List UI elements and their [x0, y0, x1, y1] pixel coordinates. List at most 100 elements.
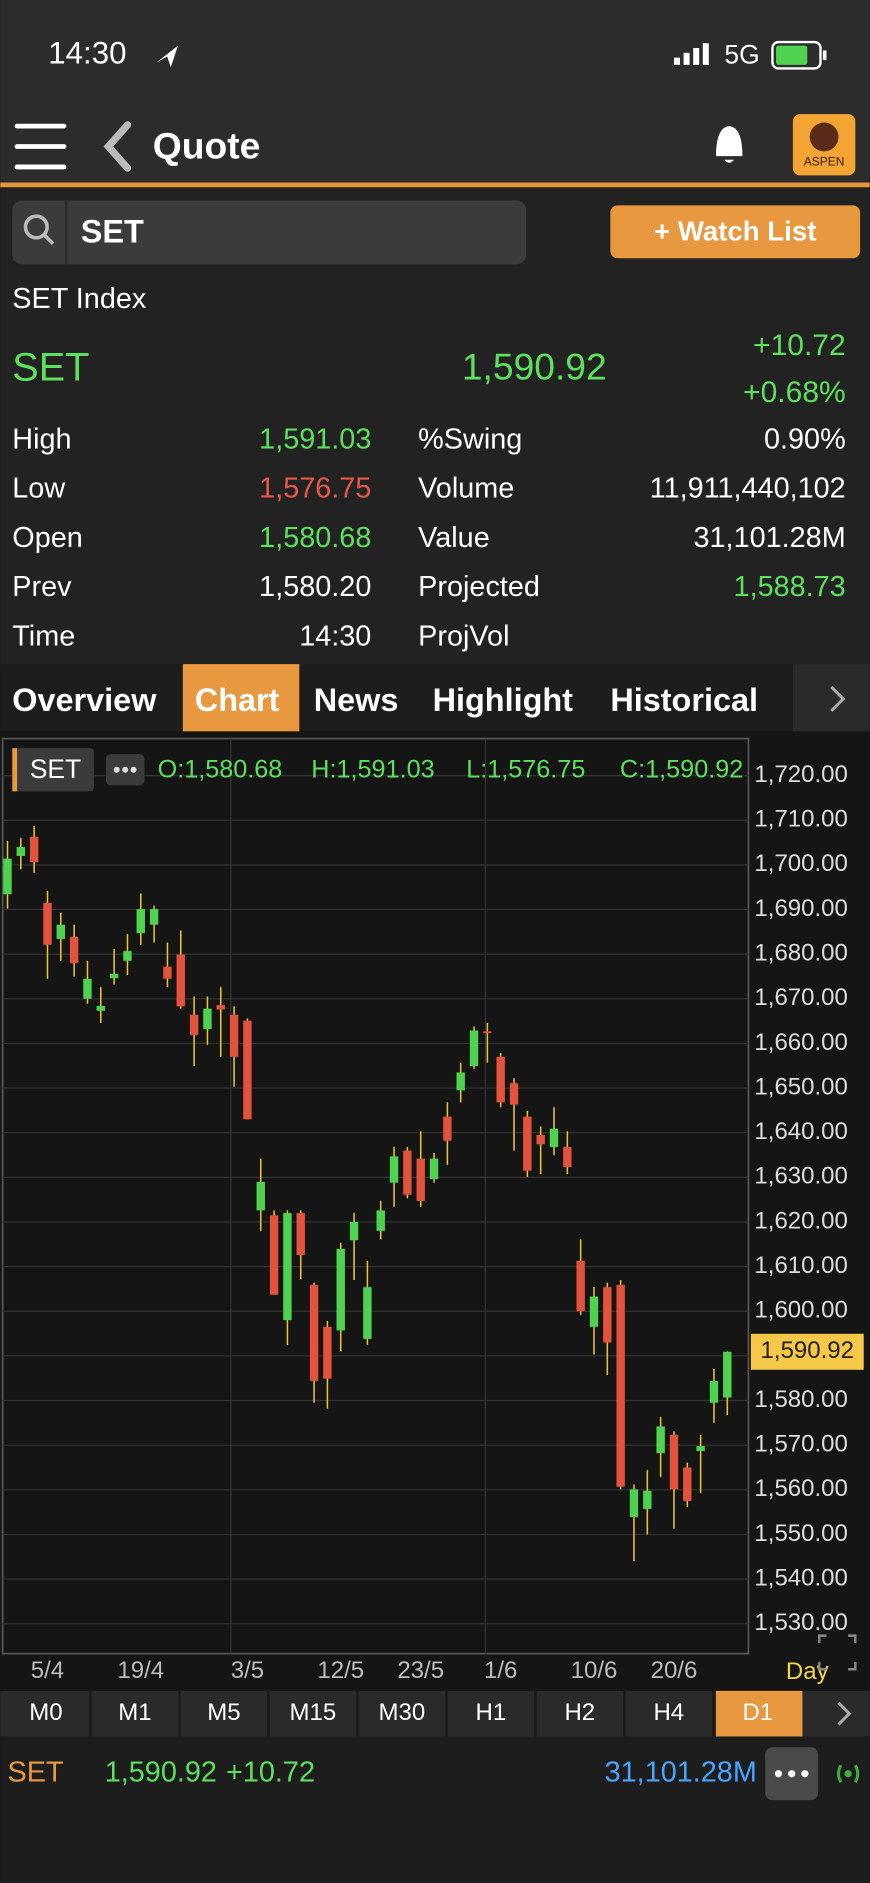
timeframe[interactable]: M5 — [207, 1699, 240, 1726]
stat-label: Prev — [12, 571, 72, 603]
y-tick-label: 1,690.00 — [754, 895, 847, 922]
y-tick-label: 1,630.00 — [754, 1163, 847, 1190]
candle-body — [96, 1005, 105, 1011]
logo-text: ASPEN — [804, 154, 845, 168]
candle-body — [283, 1213, 292, 1321]
stat-value: 1,580.68 — [259, 522, 371, 554]
change-percent: +0.68% — [743, 376, 846, 409]
y-tick-label: 1,650.00 — [754, 1073, 847, 1100]
candle-body — [523, 1116, 532, 1171]
candle-body — [456, 1072, 465, 1091]
timeframe[interactable]: M15 — [290, 1699, 337, 1726]
tab-scroll-arrow — [830, 685, 846, 712]
bell-button[interactable] — [716, 126, 743, 163]
candle-body — [309, 1284, 319, 1381]
footer-symbol: SET — [7, 1756, 63, 1788]
tab[interactable]: Overview — [12, 682, 157, 718]
chart-menu-dots — [113, 766, 137, 773]
timeframe[interactable]: M30 — [379, 1699, 426, 1726]
last-price-label: 1,590.92 — [761, 1337, 854, 1364]
page-title: Quote — [153, 125, 261, 167]
candle-body — [109, 973, 119, 979]
timeframe[interactable]: H1 — [475, 1699, 506, 1726]
candle-body — [563, 1146, 572, 1168]
stat-label: Time — [12, 620, 75, 652]
timeframe[interactable]: H2 — [564, 1699, 595, 1726]
stat-value: 1,576.75 — [259, 473, 371, 505]
timeframe[interactable]: D1 — [742, 1699, 773, 1726]
connection-dot — [844, 1770, 852, 1778]
stat-value: 1,588.73 — [734, 571, 846, 603]
candle-body — [136, 909, 145, 934]
candle-body — [496, 1056, 505, 1103]
signal-icon — [673, 43, 709, 65]
tab[interactable]: Highlight — [433, 682, 574, 718]
x-tick-label: 1/6 — [484, 1657, 517, 1684]
x-tick-label: 20/6 — [651, 1657, 698, 1684]
y-tick-label: 1,720.00 — [754, 761, 847, 788]
ohlc-value: C:1,590.92 — [620, 756, 743, 784]
tab[interactable]: News — [314, 682, 399, 718]
stat-value: 11,911,440,102 — [650, 473, 846, 505]
footer-price: 1,590.92 — [105, 1756, 217, 1788]
candle-body — [69, 936, 79, 964]
back-button[interactable] — [103, 121, 132, 172]
timeframe[interactable]: M1 — [118, 1699, 151, 1726]
tab[interactable]: Chart — [195, 682, 280, 718]
timeframe-scroll[interactable] — [837, 1701, 852, 1726]
candle-body — [229, 1014, 239, 1057]
candle-body — [216, 1005, 225, 1010]
footer-change: +10.72 — [226, 1756, 315, 1788]
y-tick-label: 1,620.00 — [754, 1207, 847, 1234]
tab[interactable]: Historical — [610, 682, 758, 718]
candle-body — [83, 978, 92, 999]
timeframe[interactable]: H4 — [653, 1699, 684, 1726]
location-icon — [156, 45, 179, 68]
candle-body — [56, 924, 66, 939]
y-axis: 1,720.00 1,710.00 1,700.00 1,690.00 1,680.00… — [750, 761, 864, 1636]
timeframe[interactable]: M0 — [29, 1699, 62, 1726]
candle-body — [416, 1158, 425, 1201]
last-price: 1,590.92 — [462, 346, 607, 388]
footer-bg — [0, 1736, 870, 1883]
candle-body — [349, 1221, 359, 1241]
timeframes: M0 M1 M5 M15 M30 H1 H2 H4 D1 — [29, 1690, 773, 1737]
stat-label: Value — [418, 522, 490, 554]
y-tick-label: 1,640.00 — [754, 1118, 847, 1145]
candle-body — [683, 1467, 692, 1501]
chart-symbol-box[interactable] — [12, 748, 94, 792]
candle-body — [16, 847, 26, 856]
active-timeframe-bg — [716, 1690, 803, 1737]
search-box[interactable] — [12, 200, 527, 265]
candle-body — [296, 1213, 305, 1256]
menu-button[interactable] — [14, 123, 67, 170]
y-tick-label: 1,560.00 — [754, 1475, 847, 1502]
battery-level — [776, 45, 808, 65]
y-tick-label: 1,540.00 — [754, 1564, 847, 1591]
search-icon-handle — [43, 234, 55, 246]
candle-body — [189, 1014, 199, 1035]
ohlc-value: L:1,576.75 — [466, 756, 585, 784]
y-tick-label: 1,670.00 — [754, 984, 847, 1011]
connection-icon — [837, 1764, 860, 1783]
stat-value: 14:30 — [299, 620, 371, 652]
candle-body — [149, 909, 159, 925]
tab-scroll[interactable] — [792, 664, 870, 732]
watch-list-button[interactable] — [610, 205, 861, 259]
stat-value: 31,101.28M — [694, 522, 846, 554]
security-name: SET Index — [12, 283, 147, 315]
candle-body — [269, 1215, 279, 1295]
x-axis: 5/4 19/4 3/5 12/5 23/5 1/6 10/6 20/6 — [31, 1657, 698, 1684]
tab-bar — [0, 664, 870, 732]
candle-body — [403, 1150, 412, 1195]
candle-body — [696, 1446, 705, 1451]
x-tick-label: 19/4 — [117, 1657, 164, 1684]
y-tick-label: 1,610.00 — [754, 1252, 847, 1279]
expand-icon[interactable] — [818, 1634, 857, 1671]
candle-body — [43, 902, 52, 945]
stat-label: Low — [12, 473, 65, 505]
y-tick-label: 1,700.00 — [754, 850, 847, 877]
footer-menu-dots — [774, 1770, 809, 1778]
candle-body — [256, 1181, 265, 1211]
candle-body — [376, 1210, 385, 1231]
